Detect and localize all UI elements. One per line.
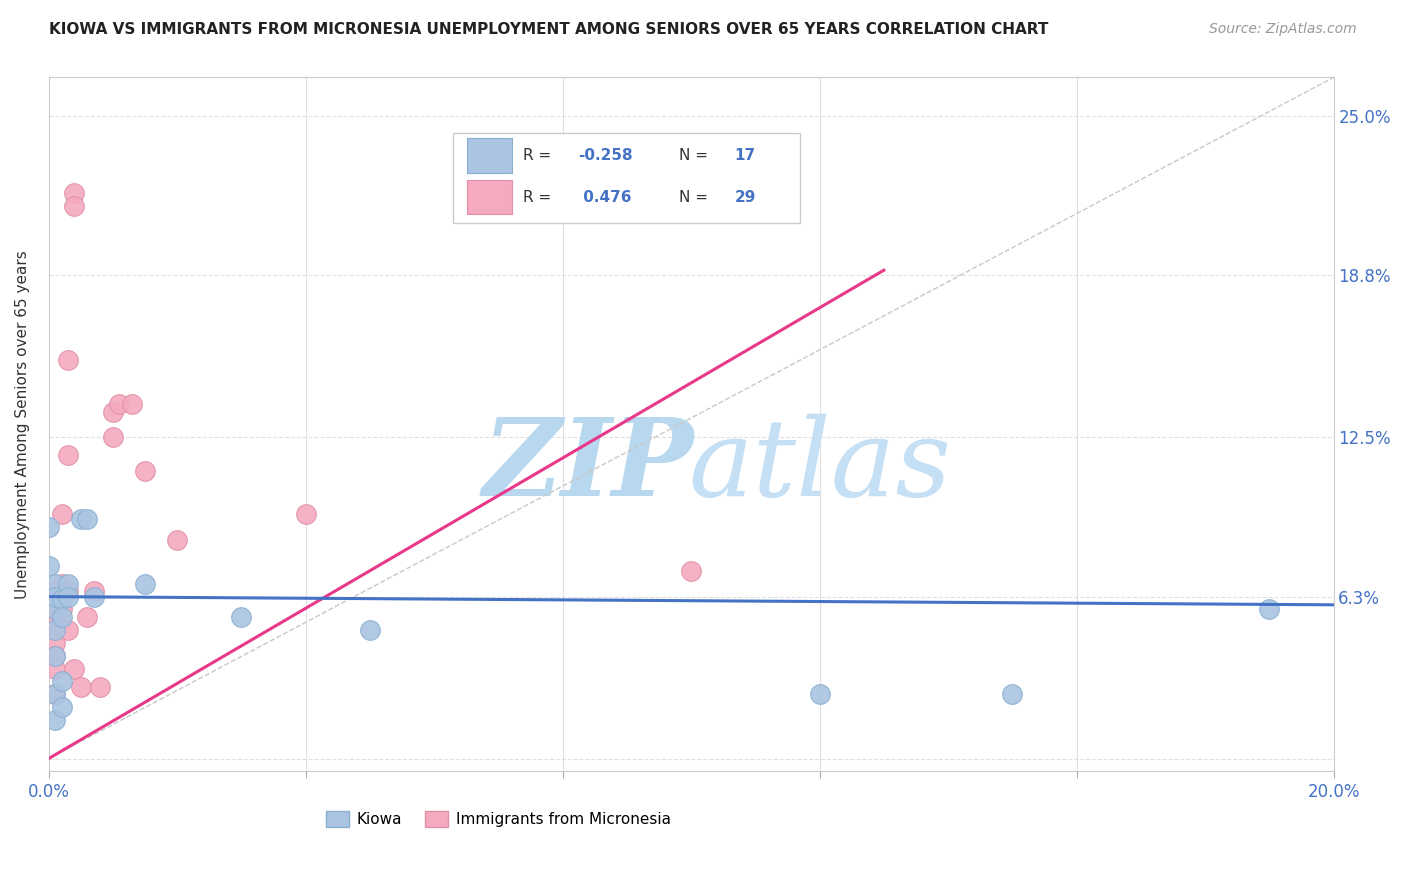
- Point: [44, 623, 66, 637]
- Point: [83, 584, 105, 599]
- Point: [56, 623, 79, 637]
- Point: [44, 576, 66, 591]
- Point: [108, 397, 131, 411]
- Point: [51, 610, 73, 624]
- Point: [70, 512, 93, 526]
- Point: [76, 610, 98, 624]
- Point: [51, 602, 73, 616]
- Point: [294, 508, 316, 522]
- Point: [101, 430, 124, 444]
- Point: [44, 648, 66, 663]
- Text: atlas: atlas: [688, 413, 950, 518]
- Point: [76, 512, 98, 526]
- Point: [56, 448, 79, 462]
- Point: [63, 661, 86, 675]
- Point: [681, 564, 703, 578]
- Text: Source: ZipAtlas.com: Source: ZipAtlas.com: [1209, 22, 1357, 37]
- Point: [121, 397, 143, 411]
- Point: [44, 623, 66, 637]
- Point: [166, 533, 188, 547]
- Point: [56, 590, 79, 604]
- Y-axis label: Unemployment Among Seniors over 65 years: Unemployment Among Seniors over 65 years: [15, 250, 30, 599]
- Point: [808, 687, 831, 701]
- Point: [44, 584, 66, 599]
- Text: ZIP: ZIP: [482, 413, 695, 519]
- Point: [44, 590, 66, 604]
- Point: [89, 680, 111, 694]
- Point: [63, 186, 86, 200]
- Point: [51, 576, 73, 591]
- Point: [44, 610, 66, 624]
- Point: [38, 520, 60, 534]
- Point: [359, 623, 381, 637]
- Point: [44, 636, 66, 650]
- Point: [70, 680, 93, 694]
- Point: [44, 687, 66, 701]
- Point: [101, 404, 124, 418]
- Point: [44, 602, 66, 616]
- Point: [44, 713, 66, 727]
- Point: [56, 353, 79, 368]
- Point: [51, 674, 73, 689]
- Point: [44, 661, 66, 675]
- Point: [38, 558, 60, 573]
- Point: [63, 199, 86, 213]
- Point: [1001, 687, 1024, 701]
- Point: [56, 576, 79, 591]
- Point: [51, 508, 73, 522]
- Text: KIOWA VS IMMIGRANTS FROM MICRONESIA UNEMPLOYMENT AMONG SENIORS OVER 65 YEARS COR: KIOWA VS IMMIGRANTS FROM MICRONESIA UNEM…: [49, 22, 1049, 37]
- Point: [44, 648, 66, 663]
- Point: [134, 464, 156, 478]
- Point: [51, 592, 73, 607]
- Point: [56, 584, 79, 599]
- Point: [51, 700, 73, 714]
- Point: [44, 687, 66, 701]
- Point: [231, 610, 253, 624]
- Point: [1258, 602, 1281, 616]
- Point: [83, 590, 105, 604]
- Legend: Kiowa, Immigrants from Micronesia: Kiowa, Immigrants from Micronesia: [321, 805, 676, 833]
- Point: [134, 576, 156, 591]
